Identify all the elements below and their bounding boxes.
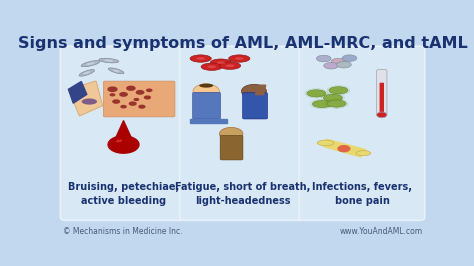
Polygon shape [108, 136, 139, 153]
Polygon shape [324, 139, 366, 157]
Ellipse shape [235, 57, 244, 60]
Circle shape [377, 112, 387, 118]
Text: www.YouAndAML.com: www.YouAndAML.com [340, 227, 423, 236]
Ellipse shape [342, 55, 357, 61]
Text: Bruising, petechiae,
active bleeding: Bruising, petechiae, active bleeding [67, 182, 179, 206]
Circle shape [134, 98, 139, 101]
Polygon shape [68, 81, 102, 116]
Ellipse shape [199, 84, 213, 88]
Circle shape [128, 101, 137, 106]
Ellipse shape [201, 63, 222, 70]
FancyBboxPatch shape [380, 83, 384, 113]
FancyBboxPatch shape [60, 46, 186, 220]
Ellipse shape [307, 90, 326, 97]
FancyBboxPatch shape [103, 81, 175, 117]
FancyBboxPatch shape [192, 92, 220, 119]
Polygon shape [116, 120, 132, 139]
Text: Infections, fevers,
bone pain: Infections, fevers, bone pain [312, 182, 412, 206]
Ellipse shape [317, 140, 334, 146]
Ellipse shape [217, 61, 225, 64]
Ellipse shape [327, 100, 346, 107]
Ellipse shape [324, 63, 338, 69]
Ellipse shape [113, 69, 120, 72]
Circle shape [219, 127, 243, 140]
Ellipse shape [331, 58, 346, 65]
Circle shape [112, 99, 120, 104]
Ellipse shape [312, 101, 331, 108]
Circle shape [337, 145, 351, 152]
Polygon shape [190, 119, 227, 123]
Ellipse shape [207, 65, 216, 68]
Polygon shape [68, 81, 87, 103]
Ellipse shape [82, 98, 97, 105]
Ellipse shape [337, 61, 351, 68]
Ellipse shape [323, 94, 343, 101]
Ellipse shape [109, 68, 124, 74]
Text: Fatigue, short of breath,
light-headedness: Fatigue, short of breath, light-headedne… [175, 182, 310, 206]
Circle shape [119, 92, 128, 97]
Circle shape [241, 84, 266, 98]
Ellipse shape [219, 62, 241, 69]
Circle shape [138, 105, 146, 109]
Ellipse shape [210, 59, 231, 66]
Circle shape [146, 89, 153, 92]
FancyBboxPatch shape [220, 135, 243, 160]
Ellipse shape [99, 58, 119, 63]
Ellipse shape [329, 87, 348, 94]
Ellipse shape [79, 70, 94, 76]
Circle shape [144, 95, 151, 99]
Ellipse shape [86, 62, 95, 65]
FancyBboxPatch shape [243, 93, 267, 119]
Polygon shape [255, 85, 266, 95]
Ellipse shape [356, 151, 371, 156]
Text: © Mechanisms in Medicine Inc.: © Mechanisms in Medicine Inc. [63, 227, 182, 236]
Circle shape [120, 105, 127, 109]
Ellipse shape [228, 55, 250, 62]
Circle shape [126, 86, 136, 91]
Circle shape [108, 86, 118, 92]
Ellipse shape [116, 139, 122, 142]
Ellipse shape [226, 64, 235, 67]
Text: Signs and symptoms of AML, AML-MRC, and tAML: Signs and symptoms of AML, AML-MRC, and … [18, 36, 468, 51]
Ellipse shape [83, 71, 91, 74]
Circle shape [193, 84, 219, 99]
Ellipse shape [81, 61, 100, 67]
Circle shape [136, 90, 145, 95]
Ellipse shape [196, 57, 205, 60]
Ellipse shape [104, 60, 113, 62]
FancyBboxPatch shape [299, 46, 425, 220]
FancyBboxPatch shape [377, 70, 387, 115]
FancyBboxPatch shape [180, 46, 305, 220]
Ellipse shape [317, 55, 331, 62]
Ellipse shape [190, 55, 211, 62]
Circle shape [109, 93, 116, 97]
